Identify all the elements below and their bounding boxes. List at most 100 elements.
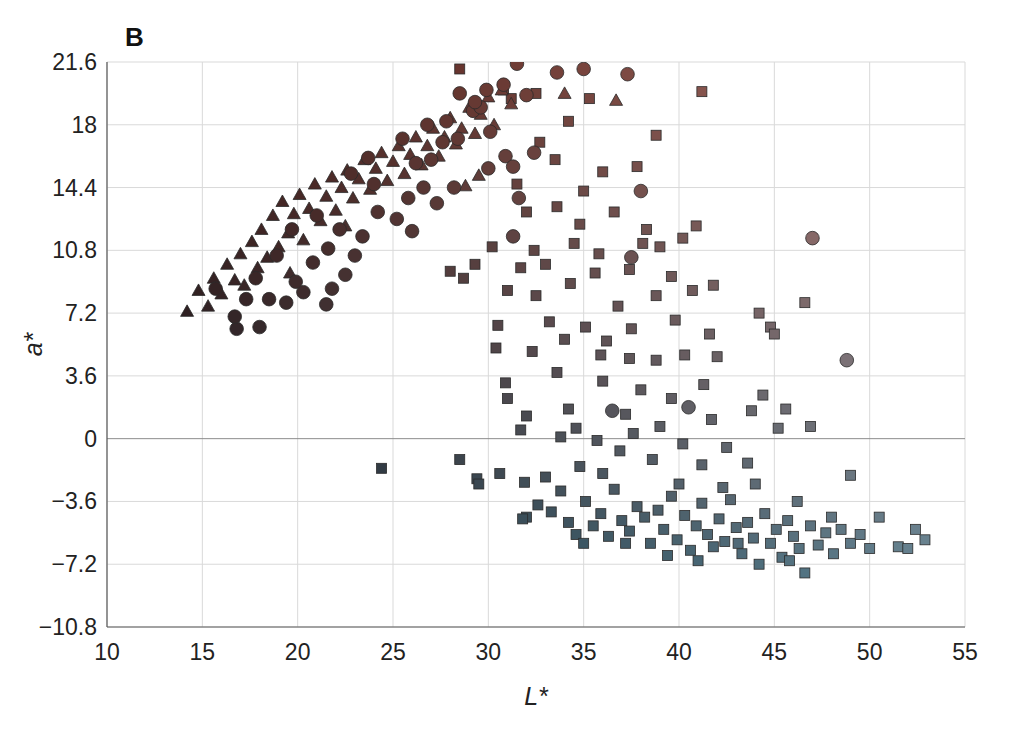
point xyxy=(333,223,347,237)
y-grid-line xyxy=(107,438,965,439)
point xyxy=(552,367,562,377)
point xyxy=(682,400,696,414)
point xyxy=(708,280,718,290)
point xyxy=(663,551,673,561)
point xyxy=(655,242,665,252)
point xyxy=(483,125,497,139)
point xyxy=(634,184,648,198)
y-grid-line xyxy=(107,375,965,376)
point xyxy=(266,209,279,221)
point xyxy=(348,249,362,263)
x-axis-line xyxy=(107,626,965,627)
point xyxy=(502,285,512,295)
y-axis-label: a* xyxy=(19,331,47,356)
y-grid-line xyxy=(107,187,965,188)
point xyxy=(505,97,518,109)
point xyxy=(645,538,655,548)
point xyxy=(581,496,591,506)
point xyxy=(421,118,435,132)
panel-label: B xyxy=(125,22,144,52)
point xyxy=(846,470,856,480)
point xyxy=(754,559,764,569)
point xyxy=(806,231,820,245)
point xyxy=(516,425,526,435)
point xyxy=(624,353,634,363)
point xyxy=(746,406,756,416)
y-grid-line xyxy=(107,627,965,628)
point xyxy=(228,273,241,285)
chart: 10152025303540455055−10.8−7.2−3.603.67.2… xyxy=(0,0,1016,730)
point xyxy=(502,394,512,404)
point xyxy=(234,247,247,259)
y-tick-label: 0 xyxy=(84,426,97,452)
point xyxy=(455,122,468,133)
point xyxy=(697,460,707,470)
point xyxy=(794,544,804,554)
point xyxy=(493,320,503,330)
point xyxy=(581,322,591,332)
point xyxy=(678,233,688,243)
point xyxy=(262,292,276,306)
point xyxy=(720,537,730,547)
background xyxy=(0,0,1016,730)
y-tick-label: 3.6 xyxy=(65,363,97,389)
point xyxy=(584,94,594,104)
point xyxy=(754,308,764,318)
point xyxy=(527,146,541,160)
point xyxy=(760,509,770,519)
point xyxy=(680,510,690,520)
point xyxy=(625,251,639,265)
point xyxy=(287,207,300,219)
point xyxy=(628,428,638,438)
point xyxy=(785,556,795,566)
x-grid-line xyxy=(107,62,108,627)
point xyxy=(743,517,753,527)
point xyxy=(491,343,501,353)
point xyxy=(626,324,636,334)
point xyxy=(563,116,573,126)
point xyxy=(596,509,606,519)
point xyxy=(541,472,551,482)
point xyxy=(221,258,234,270)
point xyxy=(430,196,444,210)
point xyxy=(733,538,743,548)
point xyxy=(615,446,625,456)
point xyxy=(531,291,541,301)
point xyxy=(245,235,258,247)
point xyxy=(605,404,619,418)
x-tick-label: 10 xyxy=(94,639,120,665)
point xyxy=(632,162,642,172)
point xyxy=(592,435,602,445)
point xyxy=(480,83,494,97)
point xyxy=(750,479,760,489)
point xyxy=(565,278,575,288)
point xyxy=(653,505,663,515)
point xyxy=(783,516,793,526)
point xyxy=(642,224,652,234)
point xyxy=(655,421,665,431)
point xyxy=(697,498,707,508)
point xyxy=(230,322,244,336)
point xyxy=(718,482,728,492)
point xyxy=(390,212,404,226)
series xyxy=(209,62,854,418)
x-grid-line xyxy=(869,62,870,627)
point xyxy=(550,66,564,80)
point xyxy=(674,479,684,489)
point xyxy=(575,462,585,472)
point xyxy=(769,329,779,339)
point xyxy=(451,132,465,146)
y-tick-label: 14.4 xyxy=(52,175,97,201)
point xyxy=(903,544,913,554)
point xyxy=(703,530,713,540)
point xyxy=(685,545,695,555)
point xyxy=(239,292,253,306)
point xyxy=(806,521,816,531)
point xyxy=(506,230,520,244)
point xyxy=(289,275,303,289)
point xyxy=(725,495,735,505)
point xyxy=(297,233,310,245)
point xyxy=(800,298,810,308)
point xyxy=(401,191,415,205)
point xyxy=(687,285,697,295)
